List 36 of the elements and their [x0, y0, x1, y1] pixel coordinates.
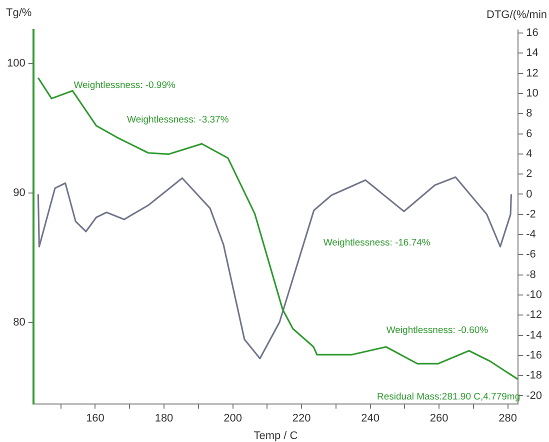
- x-tick-label: 280: [498, 412, 517, 424]
- y2-tick-label: 6: [526, 128, 532, 140]
- y2-tick-label: -4: [526, 228, 536, 241]
- y2-tick-label: -10: [526, 289, 542, 302]
- y2-tick-label: 14: [526, 47, 538, 60]
- y2-axis-title: DTG/(%/min: [486, 9, 547, 21]
- y2-tick-label: 12: [526, 67, 538, 80]
- y2-tick-label: 0: [526, 188, 532, 200]
- y-tick-label: 100: [6, 58, 26, 70]
- annotation: Weightlessness: -16.74%: [323, 237, 431, 248]
- y-tick-label: 80: [13, 316, 26, 328]
- y2-tick-label: 16: [526, 27, 538, 40]
- y2-tick-label: -14: [526, 329, 542, 342]
- x-tick-label: 220: [292, 412, 311, 424]
- x-tick-label: 160: [86, 412, 104, 424]
- y2-tick-label: 4: [526, 148, 532, 160]
- annotation: Weightlessness: -0.99%: [74, 80, 176, 91]
- y2-tick-label: -16: [526, 349, 542, 362]
- x-tick-label: 200: [224, 412, 242, 424]
- x-tick-label: 260: [430, 412, 448, 424]
- y2-tick-label: 8: [526, 108, 532, 120]
- y2-tick-label: -8: [526, 268, 536, 281]
- y2-tick-label: 2: [526, 168, 532, 180]
- y2-tick-label: -2: [526, 208, 536, 220]
- y-axis-title: Tg/%: [6, 7, 32, 19]
- y2-tick-label: -12: [526, 309, 542, 322]
- x-tick-label: 240: [361, 412, 380, 424]
- annotation: Weightlessness: -3.37%: [127, 114, 230, 126]
- annotation: Weightlessness: -0.60%: [386, 324, 489, 336]
- x-tick-label: 180: [154, 412, 174, 424]
- y2-tick-label: -6: [526, 248, 536, 261]
- y2-tick-label: -18: [526, 370, 542, 382]
- y2-tick-label: -20: [526, 390, 542, 402]
- y-tick-label: 90: [13, 187, 26, 200]
- x-axis-title: Temp / C: [254, 430, 298, 442]
- y2-tick-label: 10: [526, 88, 538, 100]
